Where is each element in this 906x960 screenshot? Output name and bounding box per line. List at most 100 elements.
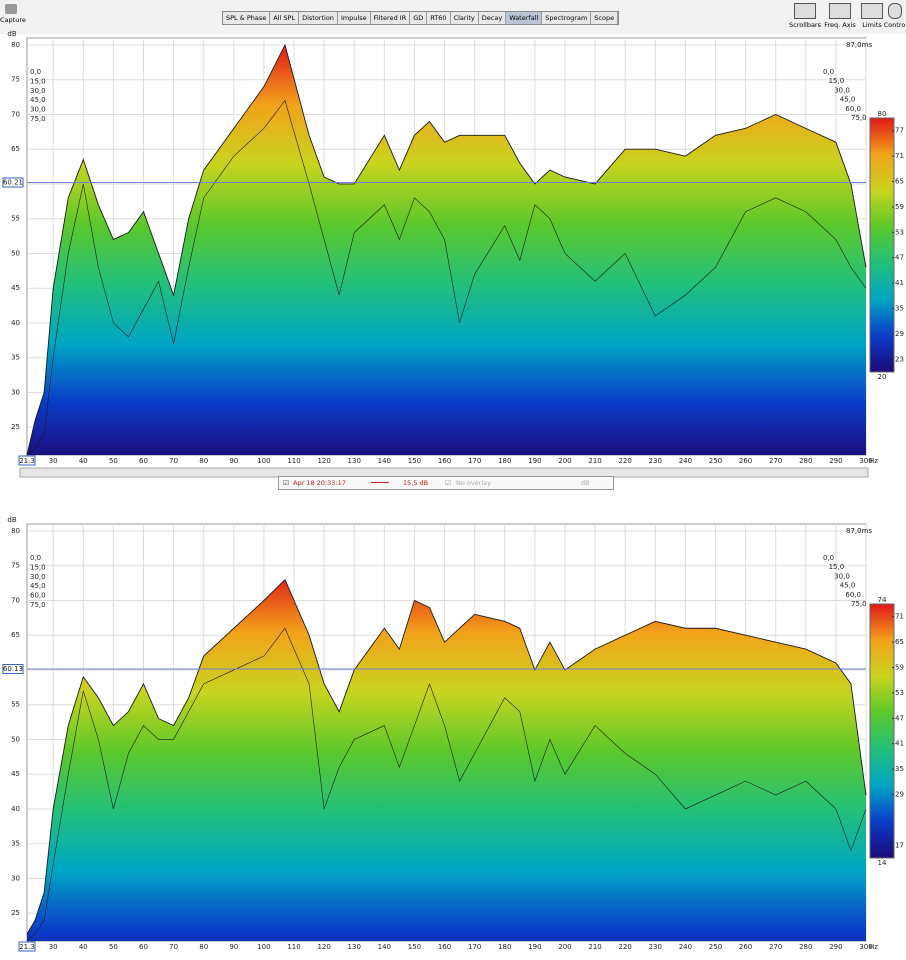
colorbar-tick-label: 35	[895, 305, 904, 313]
colorbar-tick-label: 35	[895, 765, 904, 773]
unit: dB	[581, 479, 590, 487]
tab[interactable]: Spectrogram	[542, 12, 592, 24]
x-tick-label: 240	[679, 943, 692, 951]
slice-label: 45,0	[30, 582, 46, 590]
slice-label: 15,0	[30, 77, 46, 85]
x-tick-label: 100	[257, 943, 270, 951]
colorbar-tick-label: 29	[895, 791, 904, 799]
tab[interactable]: Scope	[591, 12, 619, 24]
tab[interactable]: GD	[410, 12, 428, 24]
x-tick-label: 250	[709, 457, 722, 465]
y-tick-label: 70	[11, 110, 20, 118]
colorbar-tick-label: 65	[895, 178, 904, 186]
x-tick-label: 90	[229, 943, 238, 951]
x-tick-label: 180	[498, 457, 511, 465]
tool-button[interactable]: Freq. Axis	[823, 3, 857, 29]
y-tick-label: 65	[11, 145, 20, 153]
checkbox[interactable]: ☑	[283, 479, 289, 487]
x-tick-label: 220	[618, 457, 631, 465]
y-tick-label: 75	[11, 562, 20, 570]
tab[interactable]: Clarity	[451, 12, 479, 24]
y-tick-label: 50	[11, 735, 20, 743]
slice-label: 30,0	[834, 572, 850, 580]
tab[interactable]: RT60	[427, 12, 451, 24]
x-tick-label: 140	[378, 457, 391, 465]
capture-icon	[5, 4, 17, 14]
y-tick-label: 45	[11, 284, 20, 292]
x-tick-label: 30	[49, 457, 58, 465]
x-tick-label: 210	[588, 943, 601, 951]
tool-button[interactable]: Limits	[855, 3, 889, 29]
x-tick-label: 110	[287, 457, 300, 465]
marker-box	[2, 664, 24, 675]
legend-bar: ☑ Apr 18 20:33:17 15,5 dB ☑ No overlay d…	[278, 476, 614, 490]
slice-label: 30,0	[834, 86, 850, 94]
tab-bar: SPL & Phase All SPL Distortion Impulse Filte…	[222, 11, 620, 25]
tab[interactable]: Distortion	[299, 12, 338, 24]
x-tick-label: 260	[739, 943, 752, 951]
x-tick-label: 70	[169, 943, 178, 951]
slice-label: 75,0	[30, 601, 46, 609]
slice-label: 75,0	[30, 115, 46, 123]
x-tick-label: 140	[378, 943, 391, 951]
colorbar-tick-label: 53	[895, 689, 904, 697]
x-tick-label: 130	[348, 457, 361, 465]
tab[interactable]: SPL & Phase	[223, 12, 271, 24]
tool-button[interactable]: Contro	[883, 3, 906, 29]
x-tick-label: 230	[649, 943, 662, 951]
tool-button[interactable]: Scrollbars	[788, 3, 822, 29]
colorbar-tick-label: 41	[895, 279, 904, 287]
tab[interactable]: Filtered IR	[371, 12, 411, 24]
x-tick-label: 150	[408, 457, 421, 465]
slice-label: 30,0	[30, 87, 46, 95]
x-tick-label: 40	[79, 457, 88, 465]
x-tick-label: 30	[49, 943, 58, 951]
x-tick-label: 170	[468, 457, 481, 465]
tab[interactable]: Impulse	[338, 12, 371, 24]
colorbar-tick-label: 59	[895, 664, 904, 672]
y-tick-label: 35	[11, 840, 20, 848]
slice-label: 15,0	[30, 563, 46, 571]
checkbox[interactable]: ☑	[445, 479, 451, 487]
slice-label: 45,0	[840, 582, 856, 590]
marker-label: 60.21	[3, 178, 23, 186]
x-tick-label: 200	[558, 457, 571, 465]
x-tick-label: 190	[528, 457, 541, 465]
marker-box	[2, 177, 24, 188]
x-start-box	[18, 455, 36, 466]
x-tick-label: 210	[588, 457, 601, 465]
y-tick-label: 40	[11, 319, 20, 327]
x-tick-label: 100	[257, 457, 270, 465]
tab[interactable]: All SPL	[270, 12, 300, 24]
colorbar-tick-label: 53	[895, 228, 904, 236]
marker-label: 60.13	[3, 665, 23, 673]
y-tick-label: 80	[11, 527, 20, 535]
tool-icon	[887, 3, 902, 19]
slice-line	[26, 43, 867, 456]
slice-label: 0,0	[823, 68, 834, 76]
tool-icon	[794, 3, 816, 19]
x-unit: Hz	[869, 457, 878, 465]
x-tick-label: 280	[799, 943, 812, 951]
tool-label: Limits	[862, 21, 882, 29]
y-tick-label: 80	[11, 41, 20, 49]
x-tick-label: 230	[649, 457, 662, 465]
colorbar-tick-label: 77	[895, 127, 904, 135]
toolbar: Capture SPL & Phase All SPL Distortion Impu…	[0, 0, 906, 34]
tab[interactable]: Waterfall	[506, 12, 543, 24]
y-axis-label: dB	[7, 30, 16, 38]
colorbar-tick-label: 71	[895, 613, 904, 621]
colorbar-tick-label: 23	[895, 355, 904, 363]
x-start-label: 21.3	[19, 457, 35, 465]
slice-label: 30,0	[30, 106, 46, 114]
colorbar-tick-label: 17	[895, 841, 904, 849]
tab[interactable]: Decay	[479, 12, 507, 24]
colorbar-tick-label: 47	[895, 714, 904, 722]
capture-button[interactable]: Capture	[0, 4, 26, 24]
x-tick-label: 60	[139, 943, 148, 951]
slice-label: 0,0	[823, 554, 834, 562]
colorbar-tick-label: 59	[895, 203, 904, 211]
x-tick-label: 300	[859, 943, 872, 951]
colorbar-limit: 14	[878, 859, 887, 867]
